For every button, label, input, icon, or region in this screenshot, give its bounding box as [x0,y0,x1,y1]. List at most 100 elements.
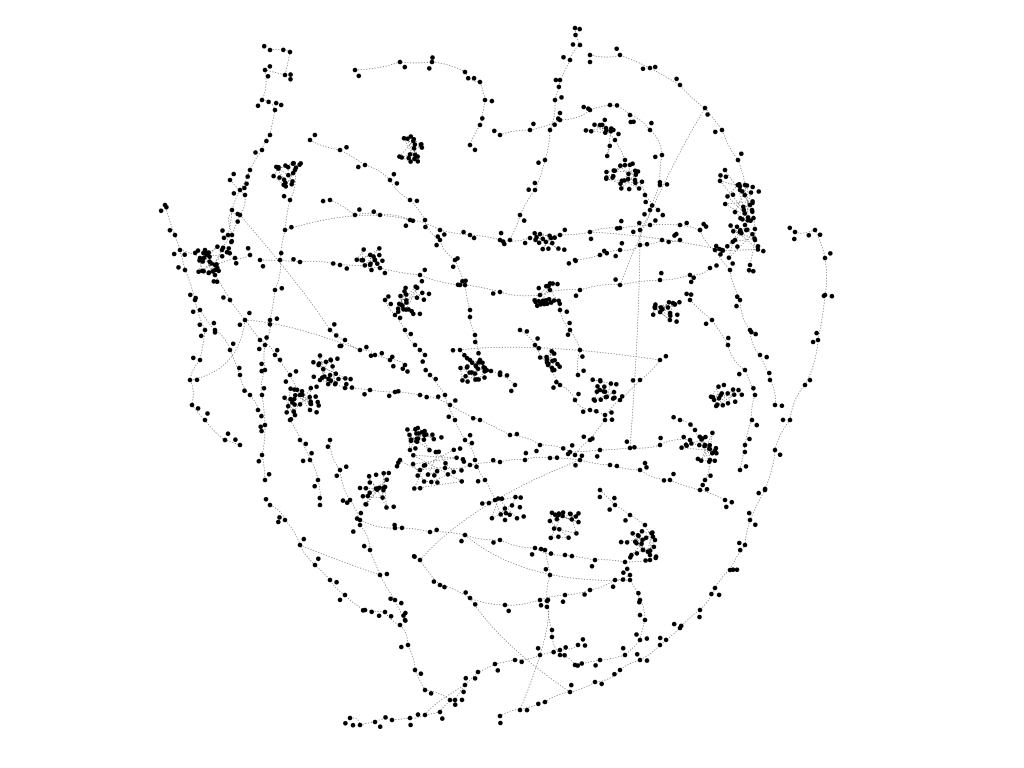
graph-node [415,159,421,164]
graph-node [688,279,694,285]
graph-node [612,577,618,583]
graph-node [547,572,553,578]
graph-node [221,295,226,300]
graph-node [674,76,679,82]
graph-node [562,592,568,598]
graph-node [417,392,423,398]
graph-node [499,496,505,502]
graph-node [677,222,683,228]
graph-node [453,398,458,403]
graph-node [442,232,447,237]
graph-node [314,410,319,415]
graph-node [550,358,555,364]
graph-node [617,52,623,58]
graph-node [380,258,385,264]
graph-node [417,467,423,473]
graph-node [742,442,748,448]
graph-node [271,173,276,179]
graph-node [197,258,202,263]
graph-node [497,459,503,465]
graph-node [288,417,294,422]
graph-node [360,608,366,613]
graph-node [603,394,609,400]
graph-node [612,671,617,677]
graph-node [247,310,252,316]
graph-node [575,642,581,648]
graph-node [562,227,568,233]
graph-node [592,122,597,128]
graph-edge [732,238,755,242]
graph-node [273,100,279,106]
graph-node [220,228,225,233]
graph-node [279,286,285,291]
graph-node [537,355,543,360]
graph-edge [654,302,674,308]
graph-node [411,453,416,458]
graph-node [237,372,243,378]
graph-node [357,485,363,491]
graph-node [744,183,750,188]
graph-node [427,66,432,71]
graph-node [193,295,198,301]
graph-node [560,510,566,515]
graph-node [462,532,468,538]
graph-node [551,385,556,390]
graph-node [637,612,643,618]
graph-node [445,472,451,477]
graph-node [435,394,441,400]
graph-node [227,347,233,353]
graph-node [666,239,671,245]
graph-node [229,207,235,213]
graph-node [517,504,523,510]
graph-node [340,498,346,503]
graph-node [290,170,296,176]
graph-node [532,180,538,186]
graph-node [604,153,610,159]
graph-node [417,485,423,491]
graph-node [231,191,237,196]
graph-node [392,522,397,528]
graph-node [267,132,273,138]
graph-node [527,235,533,241]
graph-node [417,311,423,317]
graph-node [264,138,269,144]
graph-node [716,592,722,598]
graph-node [408,331,414,337]
graph-node [472,602,478,607]
graph-node [349,385,355,390]
graph-node [421,479,427,484]
graph-node [731,392,737,398]
graph-node [262,342,268,348]
graph-node [624,439,630,445]
graph-node [749,417,755,423]
graph-node [477,417,483,423]
graph-node [260,264,266,269]
graph-node [614,46,619,52]
graph-edge [555,514,579,523]
graph-edge [356,249,364,260]
graph-node [764,354,769,360]
graph-node [556,511,562,516]
graph-node [417,272,423,278]
graph-node [713,243,719,249]
node-layer [158,25,835,729]
graph-node [167,228,173,233]
graph-node [497,370,503,375]
graph-node [829,293,835,299]
graph-node [363,502,369,507]
graph-node [357,522,363,528]
graph-node [722,201,728,207]
graph-edge [329,199,701,242]
graph-node [475,669,481,675]
graph-node [597,494,603,500]
graph-node [701,221,706,227]
graph-node [464,365,470,370]
graph-node [272,287,278,293]
graph-node [313,394,319,399]
graph-node [540,246,545,252]
graph-edge [204,249,311,411]
graph-edge [417,427,434,440]
graph-node [278,102,284,108]
graph-node [753,522,758,528]
graph-node [517,327,523,333]
